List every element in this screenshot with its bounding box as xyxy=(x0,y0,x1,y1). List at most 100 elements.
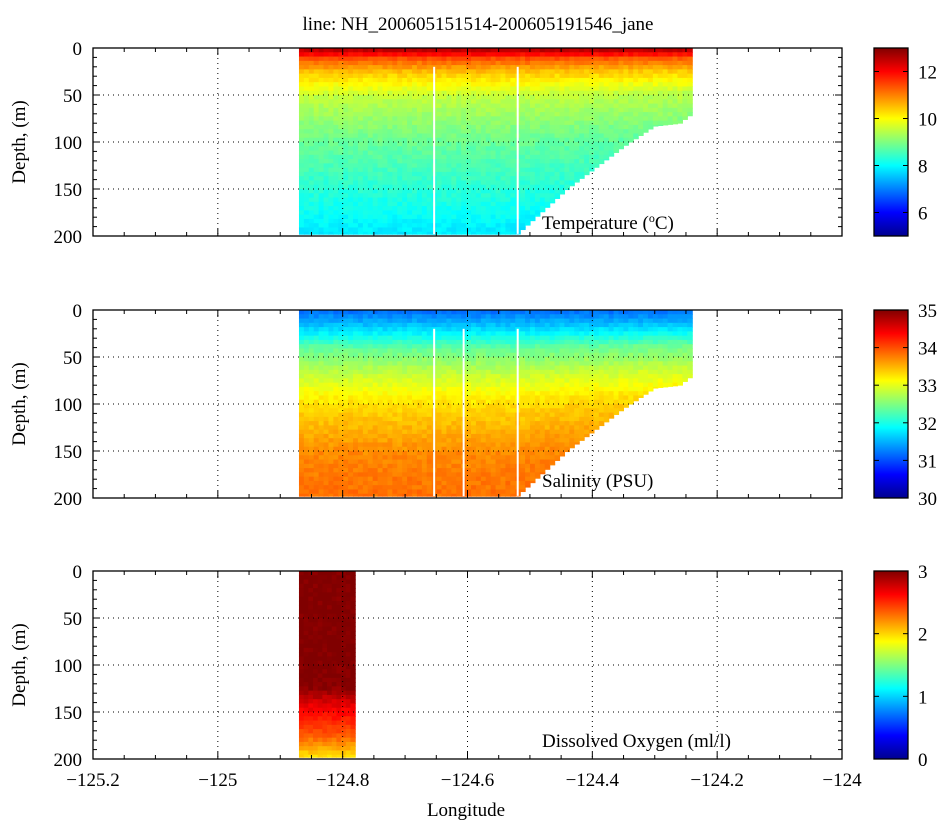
heat-cell xyxy=(451,52,457,58)
heat-cell xyxy=(475,163,482,169)
heat-cell xyxy=(372,395,379,401)
heat-cell xyxy=(436,459,443,465)
heat-cell xyxy=(367,412,374,418)
heat-cell xyxy=(407,416,413,422)
heat-cell xyxy=(343,56,349,62)
heat-cell xyxy=(328,184,334,190)
heat-cell xyxy=(559,180,566,186)
heat-cell xyxy=(348,438,354,444)
heat-cell xyxy=(303,339,310,345)
heat-cell xyxy=(298,214,305,220)
heat-cell xyxy=(343,159,349,164)
heat-cell xyxy=(451,463,457,469)
heat-cell xyxy=(539,150,546,156)
heat-cell xyxy=(608,52,615,58)
heat-cell xyxy=(490,210,497,216)
heat-cell xyxy=(348,184,354,190)
heat-cell xyxy=(416,476,423,482)
heat-cell xyxy=(421,184,428,190)
heat-cell xyxy=(569,112,575,117)
heat-cell xyxy=(367,180,374,186)
heat-cell xyxy=(441,171,448,177)
heat-cell xyxy=(377,180,384,186)
heat-cell xyxy=(387,404,393,409)
heat-cell xyxy=(510,69,516,75)
heat-cell xyxy=(338,446,344,452)
heat-cell xyxy=(382,201,389,207)
heat-cell xyxy=(412,86,418,92)
heat-cell xyxy=(308,404,315,409)
heat-cell xyxy=(441,382,448,388)
heat-cell xyxy=(318,167,325,173)
heat-cell xyxy=(318,146,325,152)
heat-cell xyxy=(387,107,393,113)
heat-cell xyxy=(313,446,320,452)
heat-cell xyxy=(367,480,374,486)
heat-cell xyxy=(328,210,334,216)
heat-cell xyxy=(353,442,359,448)
heat-cell xyxy=(353,369,359,375)
heat-cell xyxy=(436,344,443,350)
heat-cell xyxy=(382,395,389,401)
heat-cell xyxy=(633,124,639,130)
heat-cell xyxy=(539,99,546,105)
heat-cell xyxy=(421,171,428,177)
heat-cell xyxy=(377,77,384,83)
heat-cell xyxy=(461,210,467,216)
heat-cell xyxy=(313,429,320,435)
heat-cell xyxy=(657,73,664,79)
heat-cell xyxy=(505,86,511,92)
heat-cell xyxy=(510,210,516,216)
heat-cell xyxy=(407,344,413,350)
heat-cell xyxy=(328,322,334,328)
heat-cell xyxy=(500,167,507,173)
heat-cell xyxy=(495,90,502,96)
heat-cell xyxy=(333,65,339,70)
heat-cell xyxy=(466,416,472,422)
heat-cell xyxy=(436,433,443,439)
heat-cell xyxy=(441,146,448,152)
heat-cell xyxy=(475,95,482,100)
heat-cell xyxy=(416,163,423,169)
heat-cell xyxy=(367,472,374,478)
heat-cell xyxy=(456,112,462,117)
heat-cell xyxy=(362,197,369,203)
heat-cell xyxy=(397,82,403,88)
heat-cell xyxy=(402,352,408,358)
heat-cell xyxy=(313,120,320,126)
heat-cell xyxy=(687,65,693,70)
heat-cell xyxy=(387,344,393,350)
heat-cell xyxy=(475,357,482,362)
heat-cell xyxy=(372,60,379,66)
heat-cell xyxy=(500,133,507,139)
heat-cell xyxy=(441,416,448,422)
heat-cell xyxy=(416,404,423,409)
heat-cell xyxy=(318,231,325,235)
heat-cell xyxy=(446,476,452,482)
heat-cell xyxy=(298,112,305,117)
heat-cell xyxy=(579,60,585,66)
heat-cell xyxy=(313,218,320,224)
heat-cell xyxy=(628,107,634,113)
heat-cell xyxy=(628,137,634,143)
heat-cell xyxy=(475,137,482,143)
heat-cell xyxy=(505,184,511,190)
heat-cell xyxy=(574,176,580,182)
heat-cell xyxy=(328,314,334,320)
heat-cell xyxy=(500,485,507,491)
heat-cell xyxy=(402,429,408,435)
heat-cell xyxy=(525,73,531,79)
heat-cell xyxy=(466,463,472,469)
heat-cell xyxy=(303,218,310,224)
heat-cell xyxy=(505,210,511,216)
heat-cell xyxy=(338,77,344,83)
heat-cell xyxy=(333,159,339,164)
heat-cell xyxy=(397,318,403,324)
heat-cell xyxy=(539,180,546,186)
heat-cell xyxy=(500,69,507,75)
heat-cell xyxy=(652,90,659,96)
heat-cell xyxy=(534,137,541,143)
heat-cell xyxy=(377,327,384,332)
heat-cell xyxy=(416,86,423,92)
heat-cell xyxy=(412,433,418,439)
